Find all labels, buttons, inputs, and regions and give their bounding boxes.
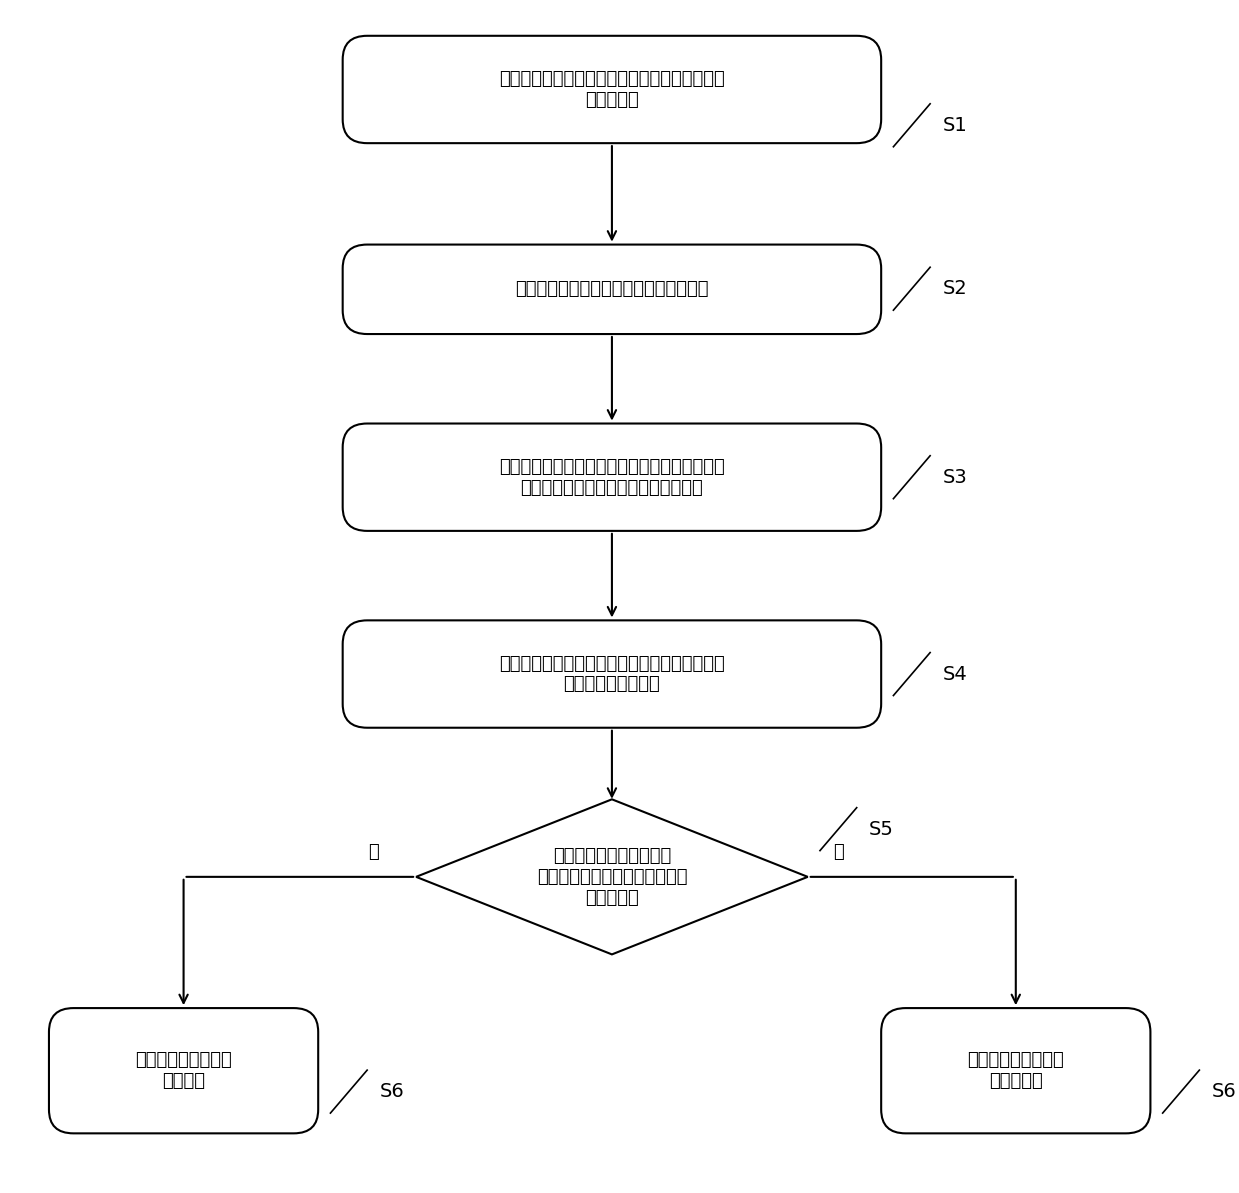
FancyBboxPatch shape — [343, 424, 881, 531]
FancyBboxPatch shape — [881, 1008, 1151, 1133]
Text: 提取高音频序列，所述高音频序列为音强平均值
大于预设的音强平均值阈值的音频序列: 提取高音频序列，所述高音频序列为音强平均值 大于预设的音强平均值阈值的音频序列 — [499, 458, 725, 496]
Polygon shape — [416, 799, 808, 954]
Text: 判断所述目标音频序列段
中高音频序列的音强平均值是否
呈增长趋势: 判断所述目标音频序列段 中高音频序列的音强平均值是否 呈增长趋势 — [536, 847, 688, 907]
Text: S3: S3 — [943, 468, 968, 487]
Text: 预判结果为需要进行
后续判断: 预判结果为需要进行 后续判断 — [135, 1051, 232, 1090]
Text: 依次计算每个音频序列对应的音强平均值: 依次计算每个音频序列对应的音强平均值 — [515, 280, 709, 298]
Text: S4: S4 — [943, 665, 968, 684]
FancyBboxPatch shape — [50, 1008, 318, 1133]
Text: 在所述第一预判数据集中根据采集次数划分出多
个音频序列: 在所述第一预判数据集中根据采集次数划分出多 个音频序列 — [499, 70, 725, 109]
FancyBboxPatch shape — [343, 620, 881, 728]
FancyBboxPatch shape — [343, 36, 881, 143]
Text: 提取目标音频序列段，所述目标音频序列段由连
续的高音频序列构成: 提取目标音频序列段，所述目标音频序列段由连 续的高音频序列构成 — [499, 655, 725, 693]
Text: 预判结果为不需要进
行后续判断: 预判结果为不需要进 行后续判断 — [968, 1051, 1064, 1090]
Text: S1: S1 — [943, 116, 968, 135]
Text: S6: S6 — [379, 1082, 404, 1101]
Text: 是: 是 — [368, 843, 379, 861]
FancyBboxPatch shape — [343, 245, 881, 334]
Text: S5: S5 — [869, 820, 893, 839]
Text: S2: S2 — [943, 279, 968, 298]
Text: S6: S6 — [1212, 1082, 1237, 1101]
Text: 否: 否 — [833, 843, 844, 861]
